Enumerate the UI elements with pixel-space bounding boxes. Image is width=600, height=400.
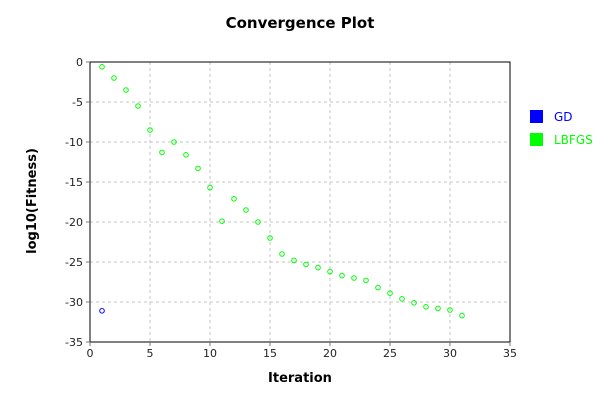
data-point-lbfgs: [291, 257, 297, 264]
y-axis-ticks: 0 -5 -10 -15 -20 -25 -30 -35: [65, 56, 90, 349]
data-point-lbfgs: [147, 127, 153, 133]
data-point-lbfgs: [351, 275, 357, 281]
x-tick-label: 5: [147, 347, 154, 360]
y-tick-label: -20: [65, 216, 83, 229]
data-point-lbfgs: [447, 307, 453, 313]
data-point-lbfgs: [123, 87, 129, 93]
data-point-lbfgs: [267, 235, 273, 241]
legend-swatch-lbfgs: [530, 133, 543, 146]
data-point-lbfgs: [363, 277, 369, 284]
data-point-lbfgs: [279, 251, 285, 257]
x-tick-label: 35: [503, 347, 517, 360]
x-axis-ticks: 0 5 10 15 20 25 30 35: [87, 342, 517, 360]
y-tick-label: -15: [65, 176, 83, 189]
data-point-lbfgs: [231, 196, 237, 202]
data-point-lbfgs: [243, 207, 249, 213]
data-point-lbfgs: [411, 300, 417, 306]
data-point-lbfgs: [303, 261, 309, 268]
x-tick-label: 30: [443, 347, 457, 360]
y-tick-label: -30: [65, 296, 83, 309]
x-tick-label: 25: [383, 347, 397, 360]
legend-swatch-gd: [530, 110, 543, 123]
data-point-lbfgs: [399, 296, 405, 302]
plot-area-frame: [89, 61, 511, 343]
y-tick-label: 0: [76, 56, 83, 69]
data-point-lbfgs: [375, 284, 381, 291]
legend-label-lbfgs: LBFGS: [554, 133, 593, 147]
chart-title: Convergence Plot: [226, 14, 375, 32]
y-tick-label: -5: [72, 96, 83, 109]
x-tick-label: 10: [203, 347, 217, 360]
data-point-lbfgs: [183, 152, 189, 158]
x-tick-label: 0: [87, 347, 94, 360]
x-axis-label: Iteration: [268, 371, 332, 386]
data-point-lbfgs: [135, 103, 141, 109]
y-tick-label: -35: [65, 336, 83, 349]
data-points: [99, 64, 465, 319]
data-point-lbfgs: [327, 268, 333, 275]
data-point-lbfgs: [339, 272, 345, 279]
legend: GD LBFGS: [530, 110, 593, 147]
grid-lines: [90, 62, 510, 342]
data-point-lbfgs: [171, 139, 177, 145]
series-gd: [99, 308, 105, 314]
data-point-lbfgs: [435, 305, 441, 312]
data-point-lbfgs: [387, 290, 393, 297]
data-point-lbfgs: [99, 64, 105, 70]
y-axis-label: log10(Fitness): [25, 148, 40, 254]
data-point-lbfgs: [159, 149, 165, 156]
data-point-lbfgs: [423, 304, 429, 310]
data-point-lbfgs: [219, 218, 225, 224]
legend-label-gd: GD: [554, 110, 573, 124]
y-tick-label: -10: [65, 136, 83, 149]
x-tick-label: 15: [263, 347, 277, 360]
data-point-lbfgs: [255, 219, 261, 225]
data-point-lbfgs: [315, 264, 321, 271]
data-point-lbfgs: [195, 165, 201, 172]
x-tick-label: 20: [323, 347, 337, 360]
series-lbfgs: [99, 64, 465, 319]
data-point-lbfgs: [459, 312, 465, 319]
data-point-lbfgs: [207, 184, 213, 191]
data-point-lbfgs: [111, 75, 117, 81]
y-tick-label: -25: [65, 256, 83, 269]
data-point-gd: [99, 308, 105, 314]
